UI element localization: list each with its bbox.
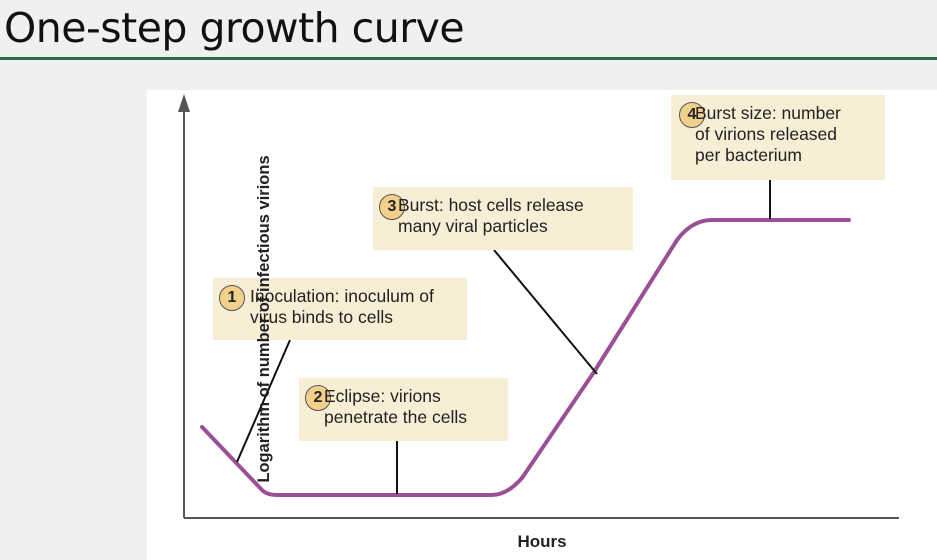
callout-burst-size: 4 Burst size: number of virions released… [671, 95, 885, 180]
y-axis-label: Logarithm of number of infectious virion… [255, 155, 273, 483]
leader-line-3 [493, 249, 598, 375]
callout-text: Burst: host cells release many viral par… [398, 195, 584, 236]
growth-curve-diagram [178, 94, 899, 519]
callout-text: Eclipse: virions penetrate the cells [324, 386, 468, 427]
step-number-badge: 1 [219, 285, 245, 311]
y-axis-arrow [178, 94, 190, 112]
callout-text: Inoculation: inoculum of virus binds to … [250, 286, 434, 327]
growth-curve-line [200, 218, 851, 497]
step-number-badge: 4 [679, 102, 705, 128]
leader-line-1 [236, 339, 291, 463]
growth-curve-figure: 1 Inoculation: inoculum of virus binds t… [147, 90, 937, 560]
title-divider [0, 57, 937, 60]
slide-title: One-step growth curve [4, 4, 465, 52]
x-axis-label: Hours [517, 532, 567, 551]
step-number-badge: 3 [379, 194, 405, 220]
callout-eclipse: 2 Eclipse: virions penetrate the cells [299, 378, 508, 441]
callout-text: Burst size: number of virions released p… [695, 103, 841, 165]
callout-burst: 3 Burst: host cells release many viral p… [373, 187, 633, 250]
callout-inoculation: 1 Inoculation: inoculum of virus binds t… [213, 278, 467, 340]
step-number-badge: 2 [305, 385, 331, 411]
